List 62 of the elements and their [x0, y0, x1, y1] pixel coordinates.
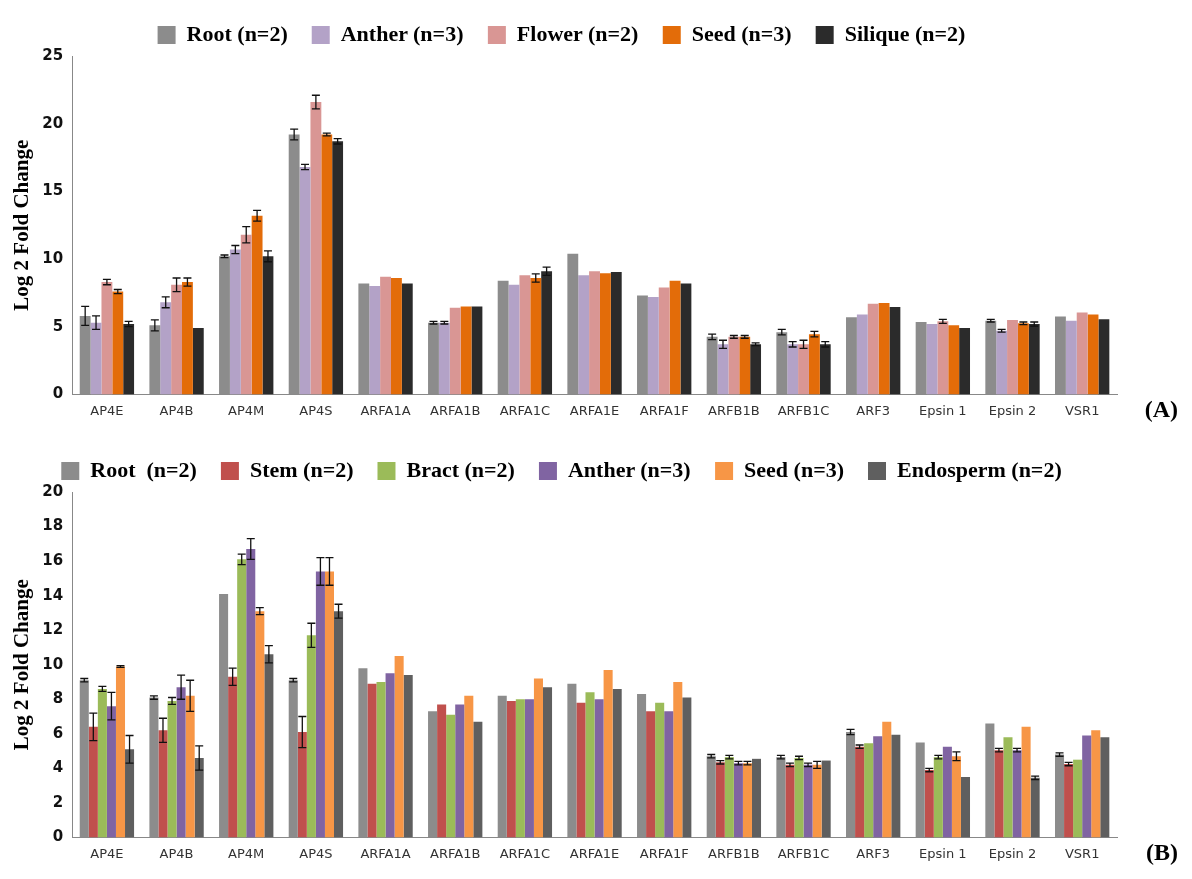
x-tick-label: ARFA1A [360, 402, 411, 418]
x-tick-label: AP4E [90, 402, 124, 418]
x-tick-label: ARFB1B [708, 402, 760, 418]
x-tick-label: AP4B [159, 402, 194, 418]
y-tick-label: 0 [52, 827, 64, 846]
x-tick-label: ARFA1C [499, 402, 551, 418]
y-tick-label: 20 [42, 113, 64, 132]
x-tick-label: AP4S [299, 845, 333, 861]
x-tick-label: AP4B [159, 845, 194, 861]
y-tick-label: 15 [42, 181, 64, 200]
legend-label: Bract (n=2) [406, 456, 515, 482]
x-tick-label: ARFA1F [639, 402, 689, 418]
x-tick-label: ARFA1C [499, 845, 551, 861]
y-axis-title: Log 2 Fold Change [9, 139, 34, 311]
y-tick-label: 18 [42, 516, 64, 535]
x-tick-label: ARFA1A [360, 845, 411, 861]
y-tick-label: 0 [52, 384, 64, 403]
x-tick-label: AP4E [90, 845, 124, 861]
x-tick-label: Epsin 2 [988, 845, 1037, 861]
x-tick-label: ARFB1C [777, 402, 830, 418]
y-tick-label: 10 [42, 654, 64, 673]
x-tick-label: AP4M [228, 845, 265, 861]
x-tick-label: ARFA1E [569, 845, 620, 861]
y-axis-title: Log 2 Fold Change [9, 579, 34, 751]
x-tick-label: ARF3 [856, 402, 891, 418]
legend-label: Seed (n=3) [691, 20, 792, 46]
x-tick-label: ARFA1E [569, 402, 620, 418]
y-tick-label: 8 [52, 689, 64, 708]
legend-label: Silique (n=2) [844, 20, 966, 46]
y-tick-label: 6 [52, 723, 64, 742]
legend-label: Anther (n=3) [340, 20, 464, 46]
y-tick-label: 25 [42, 45, 64, 64]
legend-label: Anther (n=3) [567, 456, 691, 482]
legend-label: Flower (n=2) [516, 20, 639, 46]
y-tick-label: 5 [52, 316, 64, 335]
y-tick-label: 16 [42, 550, 64, 569]
x-tick-label: VSR1 [1064, 402, 1100, 418]
x-tick-label: ARFA1F [639, 845, 689, 861]
legend-label: Root (n=2) [186, 20, 288, 46]
y-tick-label: 14 [42, 585, 64, 604]
y-tick-label: 20 [42, 481, 64, 500]
x-tick-label: Epsin 1 [919, 845, 967, 861]
y-tick-label: 2 [52, 792, 64, 811]
x-tick-label: ARFA1B [430, 845, 481, 861]
legend-label: Endosperm (n=2) [897, 456, 1062, 482]
text: (A) [1144, 395, 1178, 422]
x-tick-label: AP4S [299, 402, 333, 418]
x-tick-label: ARFB1B [708, 845, 760, 861]
x-tick-label: ARFB1C [777, 845, 830, 861]
legend-label: Seed (n=3) [744, 456, 845, 482]
legend-label: Root (n=2) [90, 456, 197, 482]
x-tick-label: Epsin 2 [988, 402, 1037, 418]
x-tick-label: ARFA1B [430, 402, 481, 418]
text: (B) [1146, 838, 1178, 865]
x-tick-label: VSR1 [1064, 845, 1100, 861]
x-tick-label: ARF3 [856, 845, 891, 861]
y-tick-label: 12 [42, 620, 64, 639]
x-tick-label: AP4M [228, 402, 265, 418]
x-tick-label: Epsin 1 [919, 402, 967, 418]
legend-label: Stem (n=2) [249, 456, 354, 482]
y-tick-label: 4 [52, 758, 64, 777]
y-tick-label: 10 [42, 248, 64, 267]
